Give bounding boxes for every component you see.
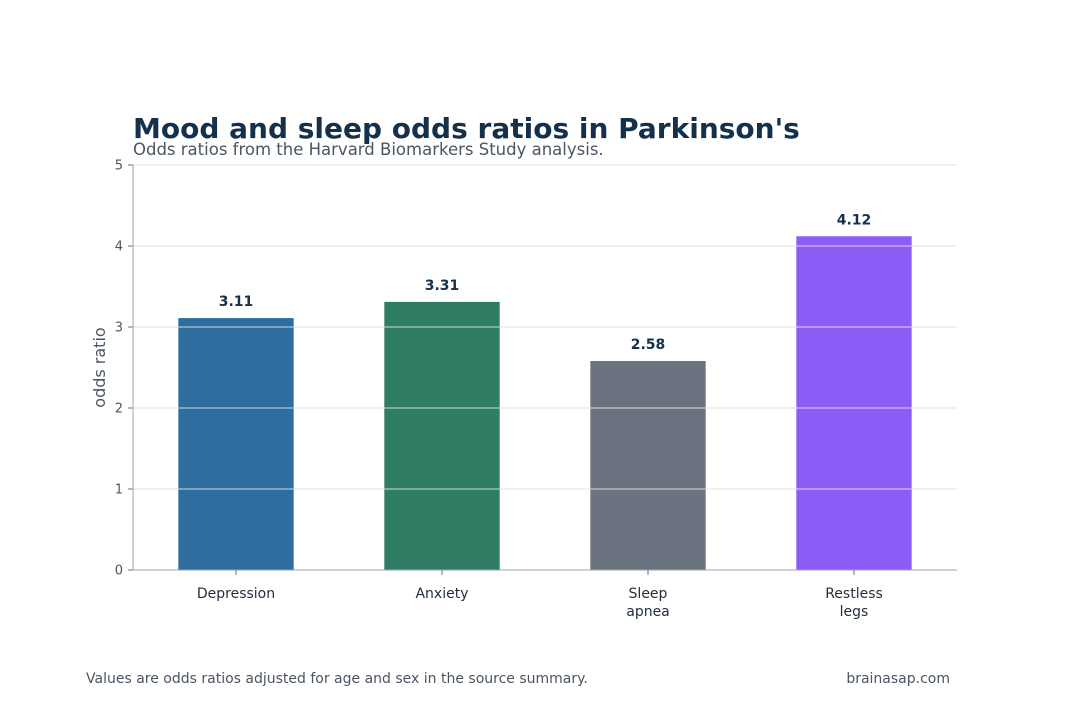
bar-anxiety	[384, 301, 500, 570]
data-label: 4.12	[837, 212, 872, 228]
x-tick-label: Sleep apnea	[626, 586, 670, 620]
data-label: 2.58	[631, 337, 666, 353]
y-tick-label: 2	[115, 402, 123, 417]
bar-depression	[178, 318, 294, 570]
bar-restless-legs	[796, 236, 912, 570]
y-axis-title: odds ratio	[90, 327, 109, 407]
data-label: 3.31	[425, 278, 460, 294]
source-credit: brainasap.com	[846, 671, 950, 687]
y-tick-label: 5	[115, 159, 123, 174]
y-tick-label: 0	[115, 564, 123, 579]
x-tick-label: Restless legs	[825, 586, 883, 620]
chart-subtitle: Odds ratios from the Harvard Biomarkers …	[133, 140, 604, 159]
x-tick-label: Anxiety	[415, 586, 468, 602]
y-tick-label: 1	[115, 483, 123, 498]
bar-sleep-apnea	[590, 361, 706, 570]
data-label: 3.11	[219, 294, 254, 310]
y-tick-label: 3	[115, 321, 123, 336]
x-tick-label: Depression	[197, 586, 275, 602]
chart-title: Mood and sleep odds ratios in Parkinson'…	[133, 112, 800, 145]
y-tick-label: 4	[115, 240, 123, 255]
footnote: Values are odds ratios adjusted for age …	[86, 671, 588, 687]
